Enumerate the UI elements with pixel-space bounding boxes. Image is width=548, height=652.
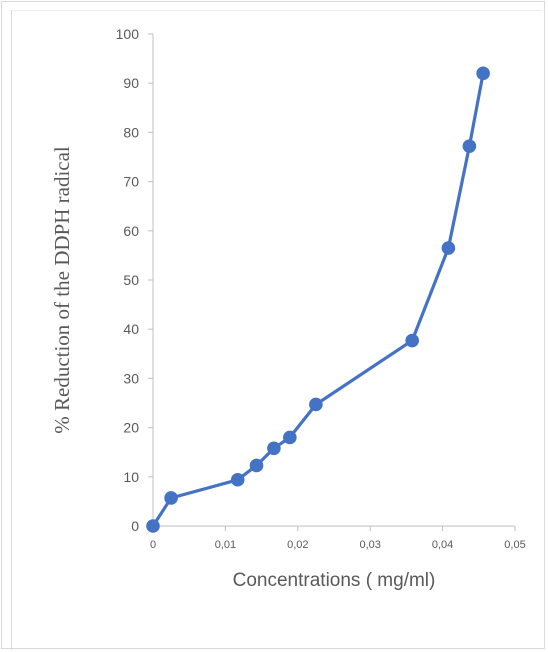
x-tick-label: 0,02 [287, 539, 308, 551]
y-tick-label: 10 [123, 469, 139, 485]
axes [152, 34, 515, 527]
data-point [267, 441, 281, 456]
x-tick-label: 0 [150, 539, 156, 551]
data-point [405, 333, 419, 348]
series-line [151, 71, 485, 528]
y-tick-label: 70 [123, 174, 139, 190]
x-tick-label: 0,03 [359, 539, 380, 551]
x-tick-label: 0,01 [215, 539, 236, 551]
y-tick-label: 30 [123, 370, 139, 386]
x-tick-label: 0,04 [432, 539, 453, 551]
y-axis-label: % Reduction of the DDPH radical [50, 146, 74, 434]
tick-labels: 0 10 20 30 40 50 60 70 80 90 100 0 0,01 0,02 0,03 0,04 0… [116, 26, 526, 551]
x-axis-label: Concentrations ( mg/ml) [233, 570, 436, 591]
y-tick-label: 60 [123, 223, 139, 239]
y-tick-label: 40 [123, 321, 139, 337]
data-point [283, 430, 297, 445]
plot-series [146, 66, 490, 533]
data-point [164, 491, 178, 505]
y-tick-label: 0 [131, 518, 139, 534]
data-point [462, 139, 477, 153]
chart-area [11, 10, 542, 650]
y-tick-label: 100 [116, 26, 140, 42]
y-tick-label: 80 [123, 124, 139, 140]
x-tick-label: 0,05 [504, 539, 525, 551]
data-point [476, 66, 490, 81]
y-tick-label: 90 [123, 75, 139, 91]
data-point [146, 519, 160, 533]
data-point [309, 397, 323, 412]
y-tick-label: 50 [123, 272, 139, 288]
data-point [441, 241, 456, 255]
data-point [249, 458, 264, 473]
data-point [230, 472, 245, 487]
y-tick-label: 20 [123, 420, 139, 436]
